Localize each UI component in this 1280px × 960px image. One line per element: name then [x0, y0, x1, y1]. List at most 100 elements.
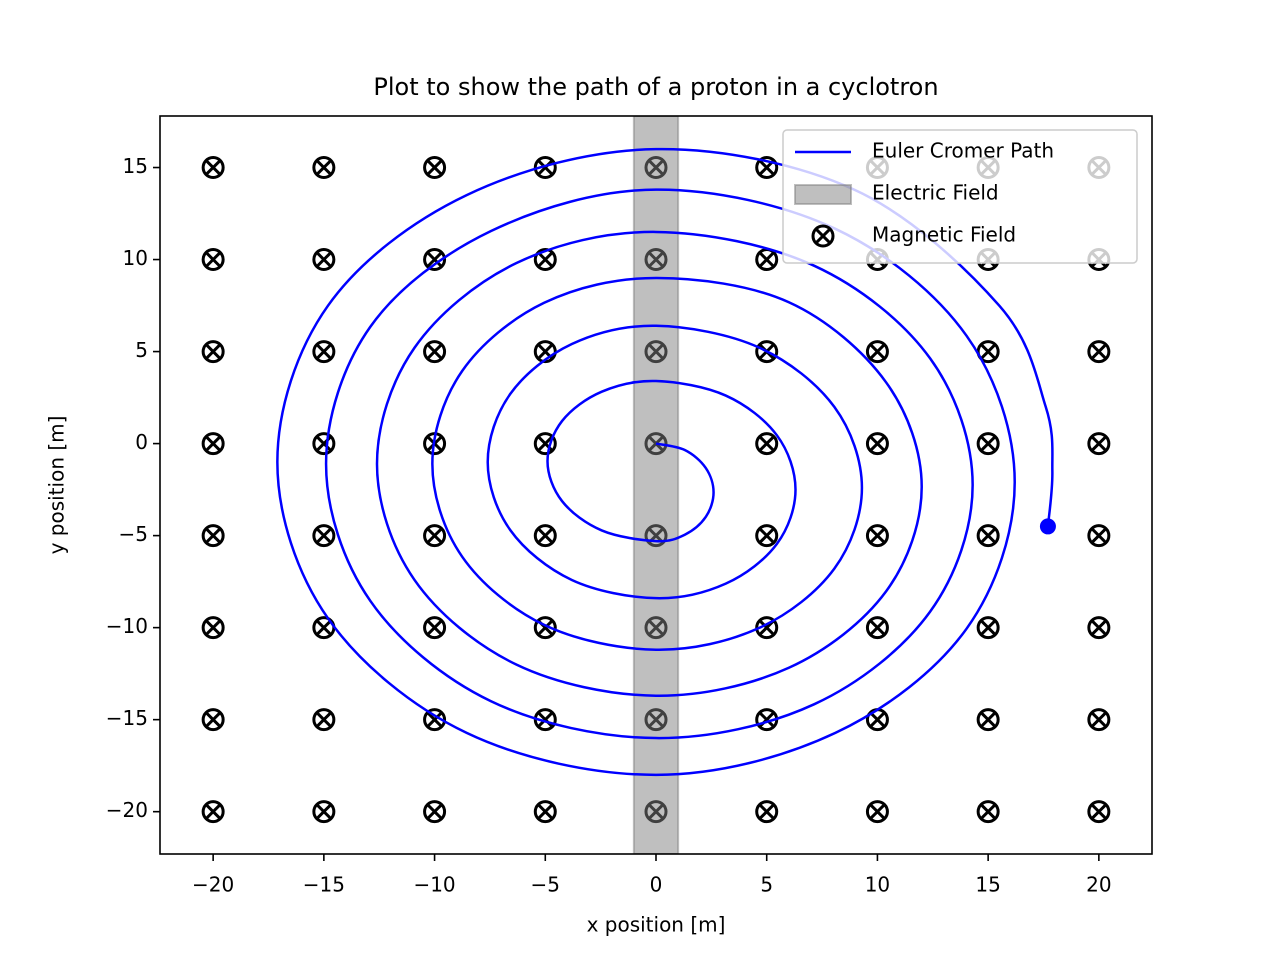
- marker-circle: [1087, 800, 1111, 824]
- y-tick-label: 0: [135, 430, 148, 454]
- marker-circle: [755, 340, 779, 364]
- marker-circle: [865, 616, 889, 640]
- marker-cross: [759, 436, 774, 451]
- marker-circle: [865, 800, 889, 824]
- marker-cross: [538, 528, 553, 543]
- marker-circle: [312, 524, 336, 548]
- magnetic-field-marker: [201, 340, 225, 364]
- marker-cross: [205, 344, 221, 359]
- magnetic-field-marker: [1087, 524, 1111, 548]
- marker-circle: [976, 708, 1000, 732]
- marker-cross: [1091, 804, 1107, 819]
- x-tick-label: −20: [192, 873, 234, 897]
- marker-cross: [316, 804, 332, 819]
- marker-cross: [538, 804, 553, 819]
- marker-cross: [759, 804, 774, 819]
- marker-cross: [316, 252, 332, 267]
- marker-cross: [538, 160, 553, 175]
- x-tick-label: −5: [531, 873, 560, 897]
- magnetic-field-marker: [1087, 432, 1111, 456]
- legend-box: [782, 129, 1138, 264]
- magnetic-field-marker: [1087, 800, 1111, 824]
- magnetic-field-marker: [533, 248, 557, 272]
- marker-cross: [980, 436, 996, 451]
- marker-circle: [201, 248, 225, 272]
- marker-cross: [538, 252, 553, 267]
- marker-cross: [538, 712, 553, 727]
- marker-cross: [870, 344, 885, 359]
- magnetic-field-marker: [201, 432, 225, 456]
- plot-area: [201, 116, 1111, 854]
- marker-circle: [423, 708, 447, 732]
- marker-cross: [205, 252, 221, 267]
- marker-cross: [316, 344, 332, 359]
- marker-circle: [865, 524, 889, 548]
- marker-circle: [201, 524, 225, 548]
- marker-circle: [976, 616, 1000, 640]
- marker-circle: [423, 340, 447, 364]
- marker-cross: [427, 804, 442, 819]
- marker-circle: [312, 708, 336, 732]
- y-tick-label: 15: [123, 154, 148, 178]
- path-line: [276, 147, 1054, 777]
- magnetic-field-marker: [811, 224, 835, 248]
- marker-circle: [312, 800, 336, 824]
- y-tick-label: −20: [106, 798, 148, 822]
- marker-cross: [205, 620, 221, 635]
- marker-cross: [427, 528, 442, 543]
- magnetic-field-marker: [312, 708, 336, 732]
- magnetic-field-marker: [865, 432, 889, 456]
- marker-circle: [1087, 340, 1111, 364]
- marker-cross: [1091, 344, 1107, 359]
- marker-circle: [1087, 708, 1111, 732]
- marker-cross: [980, 712, 996, 727]
- marker-cross: [870, 804, 885, 819]
- y-tick-label: −5: [119, 522, 148, 546]
- x-tick-label: 5: [760, 873, 773, 897]
- marker-circle: [312, 156, 336, 180]
- marker-circle: [312, 340, 336, 364]
- marker-circle: [312, 248, 336, 272]
- marker-circle: [755, 616, 779, 640]
- marker-circle: [201, 800, 225, 824]
- marker-cross: [1091, 620, 1107, 635]
- marker-cross: [427, 344, 442, 359]
- marker-cross: [759, 160, 774, 175]
- magnetic-field-marker: [312, 524, 336, 548]
- magnetic-field-marker: [865, 800, 889, 824]
- marker-cross: [427, 160, 442, 175]
- marker-circle: [423, 524, 447, 548]
- y-tick-label: 5: [135, 338, 148, 362]
- marker-circle: [755, 432, 779, 456]
- marker-cross: [815, 228, 831, 244]
- magnetic-field-marker: [865, 340, 889, 364]
- marker-cross: [870, 620, 885, 635]
- marker-cross: [427, 252, 442, 267]
- chart-title: Plot to show the path of a proton in a c…: [373, 73, 938, 101]
- magnetic-field-marker: [976, 432, 1000, 456]
- marker-circle: [201, 616, 225, 640]
- magnetic-field-marker: [976, 708, 1000, 732]
- marker-cross: [1091, 712, 1107, 727]
- marker-cross: [980, 620, 996, 635]
- magnetic-field-marker: [201, 156, 225, 180]
- legend-label: Euler Cromer Path: [872, 139, 1054, 163]
- marker-circle: [201, 708, 225, 732]
- marker-circle: [533, 524, 557, 548]
- marker-circle: [423, 800, 447, 824]
- axes: −20 −15 −10 −5 0 5 10 15 20 −20 −15 −10 −5 0 5 10 15: [106, 115, 1153, 897]
- marker-cross: [759, 528, 774, 543]
- magnetic-field-marker: [1087, 708, 1111, 732]
- electric-field-band: [632, 116, 680, 854]
- x-tick-label: −15: [303, 873, 345, 897]
- marker-circle: [1087, 432, 1111, 456]
- marker-cross: [870, 528, 885, 543]
- magnetic-field-marker: [423, 800, 447, 824]
- marker-cross: [316, 712, 332, 727]
- marker-cross: [759, 252, 774, 267]
- magnetic-field-marker: [533, 524, 557, 548]
- magnetic-field-marker: [201, 524, 225, 548]
- magnetic-field-marker: [423, 248, 447, 272]
- marker-circle: [533, 800, 557, 824]
